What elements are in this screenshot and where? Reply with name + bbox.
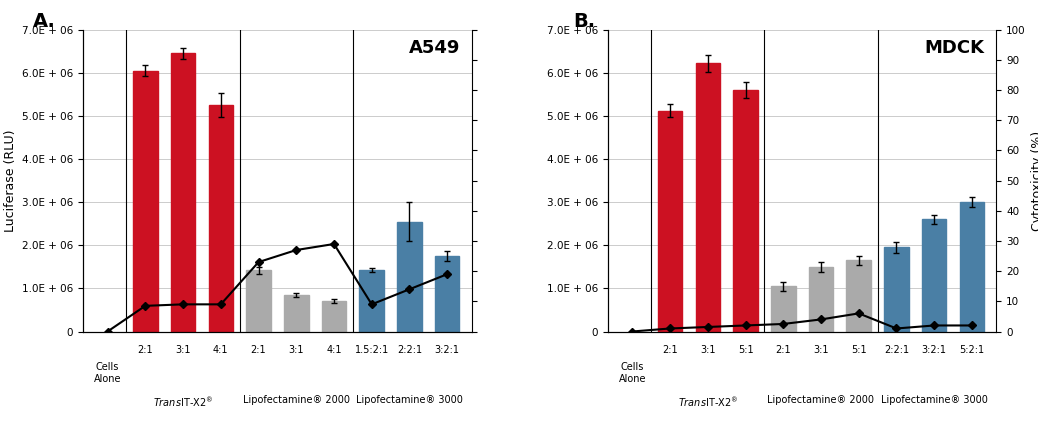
Text: 4:1: 4:1: [326, 346, 342, 355]
Text: 2:1: 2:1: [137, 346, 154, 355]
Text: 2:1: 2:1: [251, 346, 267, 355]
Text: B.: B.: [573, 11, 595, 31]
Text: A549: A549: [409, 39, 460, 57]
Text: 3:2:1: 3:2:1: [435, 346, 460, 355]
Y-axis label: Cytotoxicity (%): Cytotoxicity (%): [1032, 130, 1038, 231]
Bar: [733, 90, 758, 332]
Text: Lipofectamine® 2000: Lipofectamine® 2000: [767, 395, 874, 405]
Text: Cells
Alone: Cells Alone: [619, 362, 646, 384]
Bar: [960, 202, 984, 332]
Bar: [398, 221, 421, 332]
Bar: [359, 270, 384, 332]
Text: MDCK: MDCK: [925, 39, 985, 57]
Text: 2:2:1: 2:2:1: [397, 346, 422, 355]
Text: 2:1: 2:1: [775, 346, 791, 355]
Bar: [171, 54, 195, 332]
Text: 3:2:1: 3:2:1: [922, 346, 947, 355]
Text: Lipofectamine® 3000: Lipofectamine® 3000: [881, 395, 987, 405]
Text: 3:1: 3:1: [289, 346, 304, 355]
Text: Cells
Alone: Cells Alone: [93, 362, 121, 384]
Bar: [209, 105, 234, 332]
Text: 2:1: 2:1: [662, 346, 678, 355]
Text: $\mathit{Trans}$IT-X2$^®$: $\mathit{Trans}$IT-X2$^®$: [678, 395, 738, 409]
Bar: [435, 256, 460, 332]
Text: Lipofectamine® 3000: Lipofectamine® 3000: [356, 395, 463, 405]
Text: 3:1: 3:1: [813, 346, 828, 355]
Bar: [922, 219, 947, 332]
Text: 1.5:2:1: 1.5:2:1: [355, 346, 389, 355]
Bar: [771, 286, 795, 332]
Bar: [658, 111, 682, 332]
Text: 4:1: 4:1: [213, 346, 228, 355]
Y-axis label: Luciferase (RLU): Luciferase (RLU): [3, 129, 17, 232]
Text: 5:1: 5:1: [738, 346, 754, 355]
Bar: [809, 267, 834, 332]
Bar: [695, 63, 720, 332]
Text: 3:1: 3:1: [175, 346, 191, 355]
Text: Lipofectamine® 2000: Lipofectamine® 2000: [243, 395, 350, 405]
Text: 3:1: 3:1: [700, 346, 715, 355]
Bar: [284, 295, 308, 332]
Text: 2:2:1: 2:2:1: [884, 346, 909, 355]
Text: A.: A.: [32, 11, 55, 31]
Bar: [133, 71, 158, 332]
Text: $\mathit{Trans}$IT-X2$^®$: $\mathit{Trans}$IT-X2$^®$: [153, 395, 213, 409]
Text: 5:2:1: 5:2:1: [959, 346, 984, 355]
Bar: [246, 270, 271, 332]
Bar: [846, 261, 871, 332]
Bar: [322, 301, 347, 332]
Bar: [884, 247, 908, 332]
Text: 5:1: 5:1: [851, 346, 867, 355]
